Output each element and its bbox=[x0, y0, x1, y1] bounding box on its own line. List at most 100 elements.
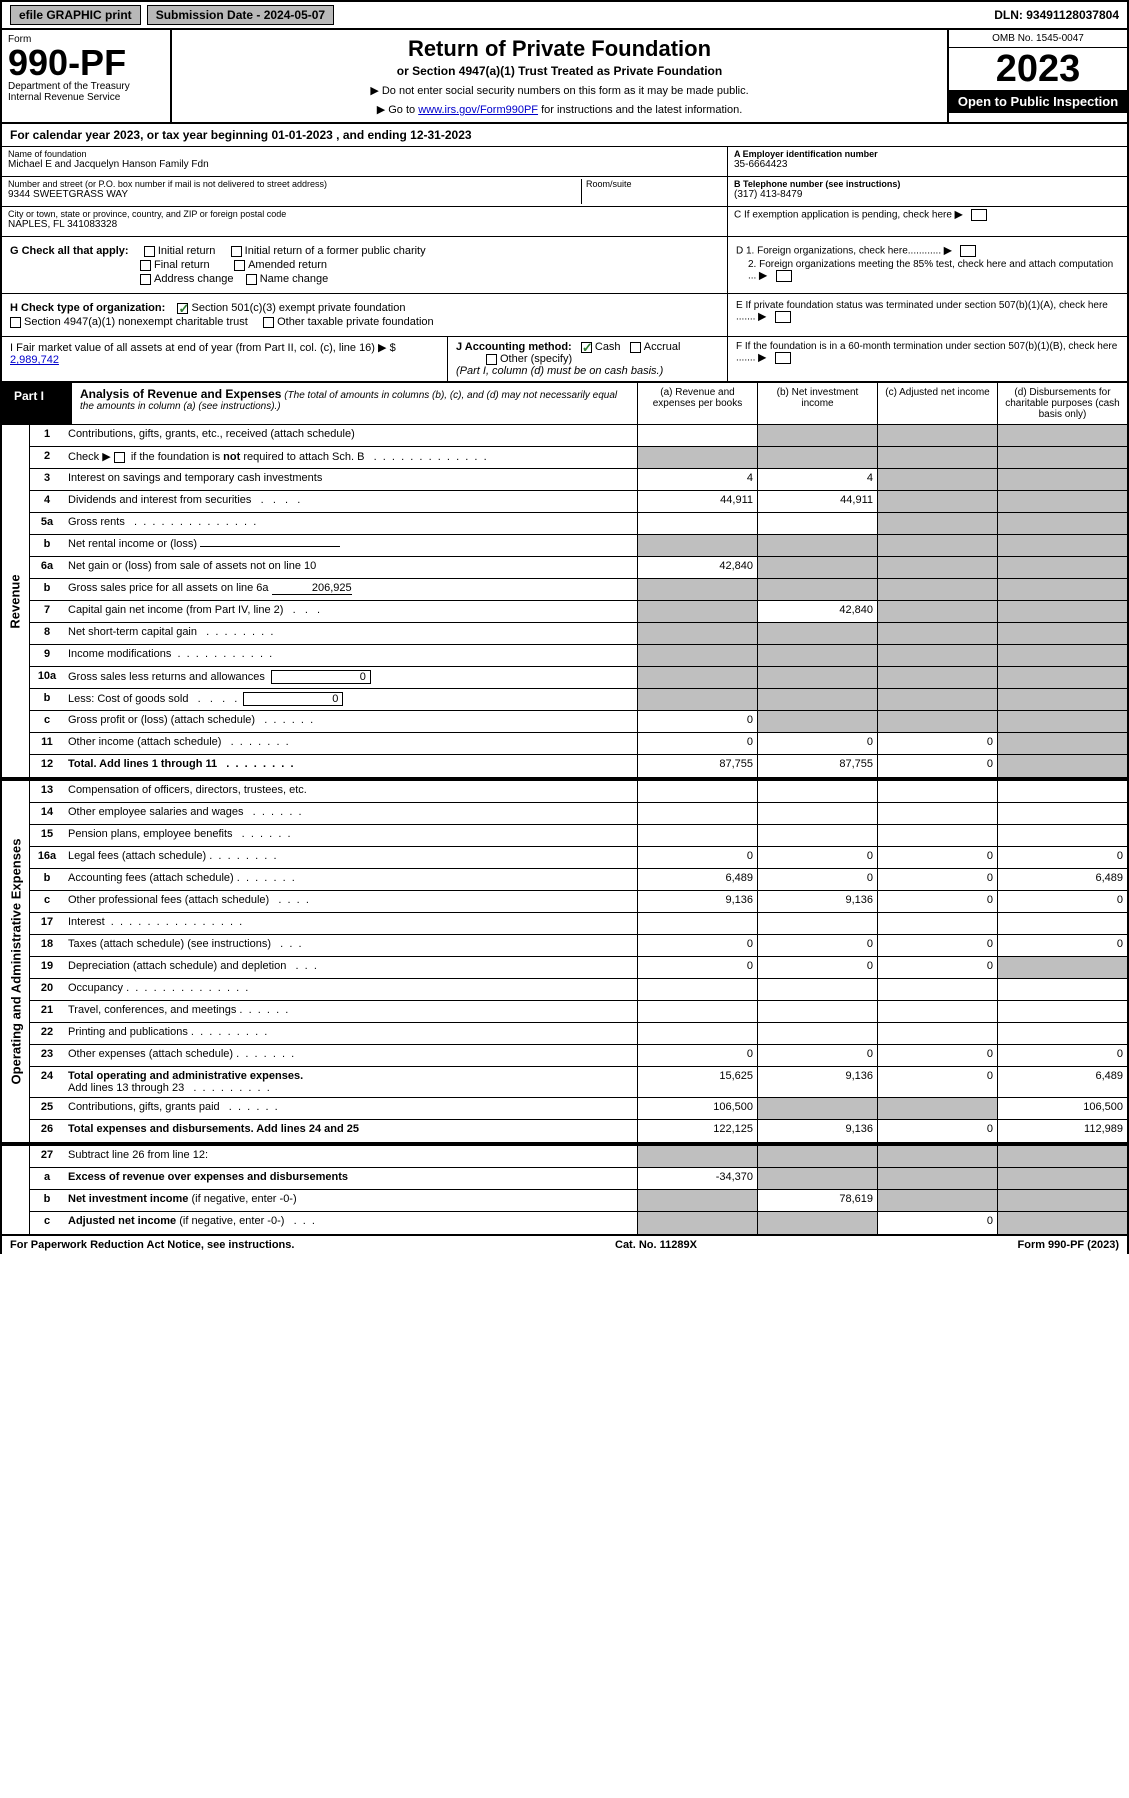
table-row: 21Travel, conferences, and meetings . . … bbox=[30, 1001, 1127, 1023]
info-block: Name of foundation Michael E and Jacquel… bbox=[0, 147, 1129, 237]
table-row: 3Interest on savings and temporary cash … bbox=[30, 469, 1127, 491]
form-title: Return of Private Foundation bbox=[178, 36, 941, 62]
accrual-checkbox[interactable] bbox=[630, 342, 641, 353]
final-return-label: Final return bbox=[154, 259, 210, 271]
table-row: 18Taxes (attach schedule) (see instructi… bbox=[30, 935, 1127, 957]
address-row: Number and street (or P.O. box number if… bbox=[2, 177, 727, 207]
line27-table: 27Subtract line 26 from line 12: aExcess… bbox=[0, 1144, 1129, 1236]
revenue-rows: 1Contributions, gifts, grants, etc., rec… bbox=[30, 425, 1127, 777]
501c3-checkbox[interactable] bbox=[177, 303, 188, 314]
final-return-checkbox[interactable] bbox=[140, 260, 151, 271]
phone-label: B Telephone number (see instructions) bbox=[734, 179, 1121, 189]
table-row: 27Subtract line 26 from line 12: bbox=[30, 1146, 1127, 1168]
d2-label: 2. Foreign organizations meeting the 85%… bbox=[748, 259, 1113, 282]
table-row: 5aGross rents . . . . . . . . . . . . . … bbox=[30, 513, 1127, 535]
f-section: F If the foundation is in a 60-month ter… bbox=[727, 337, 1127, 381]
d1-label: D 1. Foreign organizations, check here..… bbox=[736, 246, 941, 257]
other-taxable-label: Other taxable private foundation bbox=[277, 316, 434, 328]
table-row: 25Contributions, gifts, grants paid . . … bbox=[30, 1098, 1127, 1120]
cash-checkbox[interactable] bbox=[581, 342, 592, 353]
e-checkbox[interactable] bbox=[775, 311, 791, 323]
c-label: C If exemption application is pending, c… bbox=[734, 210, 952, 221]
efile-button[interactable]: efile GRAPHIC print bbox=[10, 5, 141, 25]
topbar: efile GRAPHIC print Submission Date - 20… bbox=[0, 0, 1129, 30]
addr-label: Number and street (or P.O. box number if… bbox=[8, 179, 581, 189]
col-c-header: (c) Adjusted net income bbox=[877, 383, 997, 424]
line27-rows: 27Subtract line 26 from line 12: aExcess… bbox=[30, 1146, 1127, 1234]
table-row: aExcess of revenue over expenses and dis… bbox=[30, 1168, 1127, 1190]
ein-row: A Employer identification number 35-6664… bbox=[728, 147, 1127, 177]
footer: For Paperwork Reduction Act Notice, see … bbox=[0, 1236, 1129, 1254]
table-row: 9Income modifications . . . . . . . . . … bbox=[30, 645, 1127, 667]
f-checkbox[interactable] bbox=[775, 352, 791, 364]
table-row: 24Total operating and administrative exp… bbox=[30, 1067, 1127, 1098]
form-number: 990-PF bbox=[8, 45, 164, 81]
form-subtitle: or Section 4947(a)(1) Trust Treated as P… bbox=[178, 64, 941, 78]
addr-change-checkbox[interactable] bbox=[140, 274, 151, 285]
ijf-section: I Fair market value of all assets at end… bbox=[0, 337, 1129, 383]
table-row: cGross profit or (loss) (attach schedule… bbox=[30, 711, 1127, 733]
d-section: D 1. Foreign organizations, check here..… bbox=[727, 237, 1127, 293]
i-dollar: $ bbox=[390, 342, 396, 354]
column-headers: (a) Revenue and expenses per books (b) N… bbox=[637, 383, 1127, 424]
d2-checkbox[interactable] bbox=[776, 270, 792, 282]
table-row: 4Dividends and interest from securities … bbox=[30, 491, 1127, 513]
arrow-icon: ▶ bbox=[758, 312, 766, 323]
table-row: 26Total expenses and disbursements. Add … bbox=[30, 1120, 1127, 1142]
schb-checkbox[interactable] bbox=[114, 452, 125, 463]
room-label: Room/suite bbox=[586, 179, 721, 189]
foundation-name: Michael E and Jacquelyn Hanson Family Fd… bbox=[8, 159, 721, 170]
initial-return-checkbox[interactable] bbox=[144, 246, 155, 257]
j-note: (Part I, column (d) must be on cash basi… bbox=[456, 365, 719, 377]
name-change-checkbox[interactable] bbox=[246, 274, 257, 285]
table-row: 17Interest . . . . . . . . . . . . . . . bbox=[30, 913, 1127, 935]
room-cell: Room/suite bbox=[581, 179, 721, 204]
table-row: cAdjusted net income (if negative, enter… bbox=[30, 1212, 1127, 1234]
c-checkbox[interactable] bbox=[971, 209, 987, 221]
part1-title: Analysis of Revenue and Expenses (The to… bbox=[72, 383, 637, 424]
dln: DLN: 93491128037804 bbox=[986, 6, 1127, 24]
expense-rows: 13Compensation of officers, directors, t… bbox=[30, 781, 1127, 1142]
other-taxable-checkbox[interactable] bbox=[263, 317, 274, 328]
table-row: bNet rental income or (loss) bbox=[30, 535, 1127, 557]
col-b-header: (b) Net investment income bbox=[757, 383, 877, 424]
f-label: F If the foundation is in a 60-month ter… bbox=[736, 341, 1117, 364]
table-row: 10aGross sales less returns and allowanc… bbox=[30, 667, 1127, 689]
fmv-value[interactable]: 2,989,742 bbox=[10, 354, 59, 366]
g-left: G Check all that apply: Initial return I… bbox=[2, 237, 727, 293]
g-label: G Check all that apply: bbox=[10, 245, 129, 257]
4947-label: Section 4947(a)(1) nonexempt charitable … bbox=[24, 316, 248, 328]
amended-checkbox[interactable] bbox=[234, 260, 245, 271]
table-row: 8Net short-term capital gain . . . . . .… bbox=[30, 623, 1127, 645]
header-right: OMB No. 1545-0047 2023 Open to Public In… bbox=[947, 30, 1127, 122]
amended-label: Amended return bbox=[248, 259, 327, 271]
header-left: Form 990-PF Department of the Treasury I… bbox=[2, 30, 172, 122]
table-row: bGross sales price for all assets on lin… bbox=[30, 579, 1127, 601]
name-label: Name of foundation bbox=[8, 149, 721, 159]
table-row: bLess: Cost of goods sold . . . .0 bbox=[30, 689, 1127, 711]
irs: Internal Revenue Service bbox=[8, 92, 164, 103]
name-row: Name of foundation Michael E and Jacquel… bbox=[2, 147, 727, 177]
table-row: 12Total. Add lines 1 through 11 . . . . … bbox=[30, 755, 1127, 777]
initial-return-label: Initial return bbox=[158, 245, 215, 257]
irs-link[interactable]: www.irs.gov/Form990PF bbox=[418, 104, 538, 116]
omb: OMB No. 1545-0047 bbox=[949, 30, 1127, 48]
other-method-label: Other (specify) bbox=[500, 353, 572, 365]
note2: ▶ Go to www.irs.gov/Form990PF for instru… bbox=[178, 103, 941, 116]
street-address: 9344 SWEETGRASS WAY bbox=[8, 189, 581, 200]
info-left: Name of foundation Michael E and Jacquel… bbox=[2, 147, 727, 237]
other-method-checkbox[interactable] bbox=[486, 354, 497, 365]
form-header: Form 990-PF Department of the Treasury I… bbox=[0, 30, 1129, 124]
cat-no: Cat. No. 11289X bbox=[615, 1239, 697, 1251]
table-row: bAccounting fees (attach schedule) . . .… bbox=[30, 869, 1127, 891]
table-row: cOther professional fees (attach schedul… bbox=[30, 891, 1127, 913]
initial-former-checkbox[interactable] bbox=[231, 246, 242, 257]
d1-checkbox[interactable] bbox=[960, 245, 976, 257]
table-row: 19Depreciation (attach schedule) and dep… bbox=[30, 957, 1127, 979]
header-mid: Return of Private Foundation or Section … bbox=[172, 30, 947, 122]
table-row: 11Other income (attach schedule) . . . .… bbox=[30, 733, 1127, 755]
accrual-label: Accrual bbox=[644, 341, 681, 353]
info-right: A Employer identification number 35-6664… bbox=[727, 147, 1127, 237]
i-arrow: ▶ bbox=[378, 342, 386, 354]
4947-checkbox[interactable] bbox=[10, 317, 21, 328]
